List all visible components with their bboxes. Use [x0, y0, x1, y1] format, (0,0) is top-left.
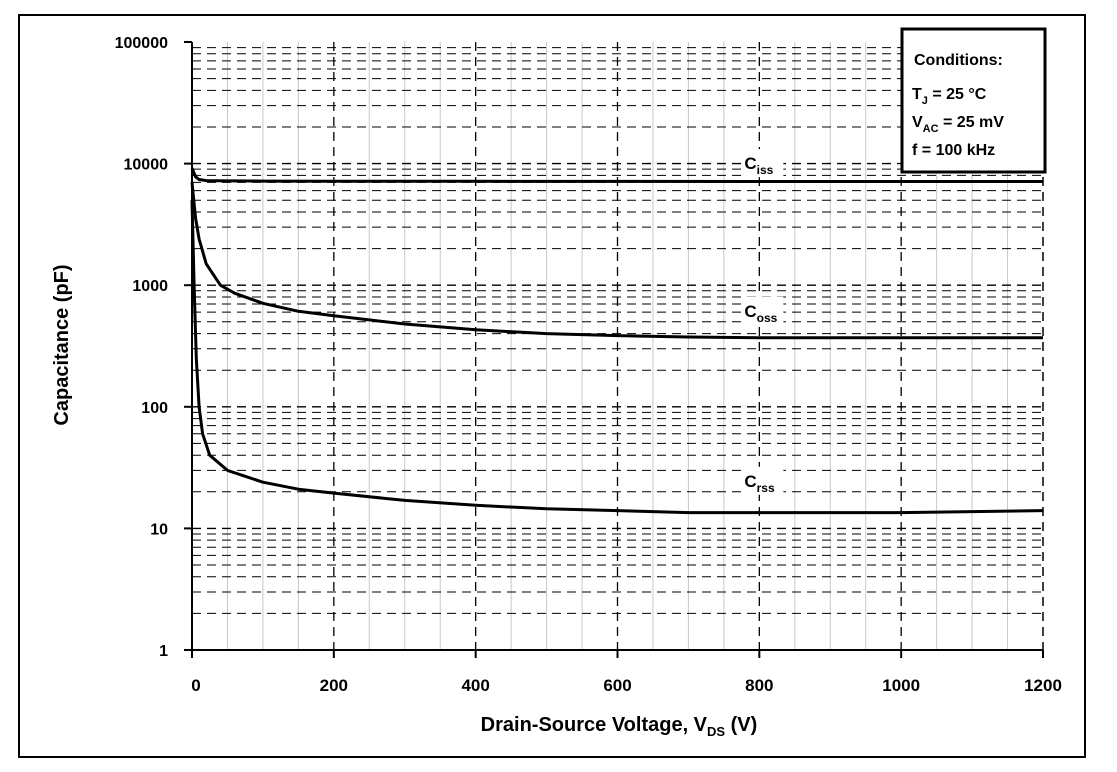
- y-tick-label: 10000: [124, 157, 169, 174]
- y-axis-title: Capacitance (pF): [51, 264, 73, 425]
- series-ciss-curve: [190, 167, 1043, 183]
- series-label-background: [741, 466, 784, 495]
- x-tick-label: 400: [461, 676, 489, 695]
- x-tick-label: 800: [745, 676, 773, 695]
- y-tick-label: 10: [150, 521, 168, 538]
- x-tick-label: 200: [320, 676, 348, 695]
- series-label-background: [741, 149, 784, 178]
- x-tick-label: 600: [603, 676, 631, 695]
- x-tick-label: 0: [191, 676, 200, 695]
- chart-frame: [18, 14, 1086, 758]
- y-tick-label: 1000: [132, 278, 168, 295]
- legend-condition-line: f = 100 kHz: [912, 142, 995, 159]
- series-coss-label: Coss: [744, 302, 777, 325]
- x-tick-label: 1000: [882, 676, 920, 695]
- x-tick-label: 1200: [1024, 676, 1062, 695]
- series-coss-curve: [190, 182, 1043, 340]
- legend-condition-line: VAC = 25 mV: [912, 114, 1004, 135]
- series-ciss-label: Ciss: [744, 154, 773, 177]
- series-crss-curve: [190, 200, 1044, 515]
- y-tick-label: 1: [159, 643, 168, 660]
- y-tick-label: 100: [141, 400, 168, 417]
- legend-condition-line: TJ = 25 °C: [912, 86, 987, 107]
- y-tick-label: 100000: [115, 35, 168, 52]
- legend-box: [900, 27, 1047, 174]
- x-axis-title: Drain-Source Voltage, VDS (V): [481, 714, 758, 739]
- series-label-background: [741, 296, 784, 325]
- series-crss-label: Crss: [744, 472, 775, 495]
- legend-heading: Conditions:: [914, 52, 1003, 69]
